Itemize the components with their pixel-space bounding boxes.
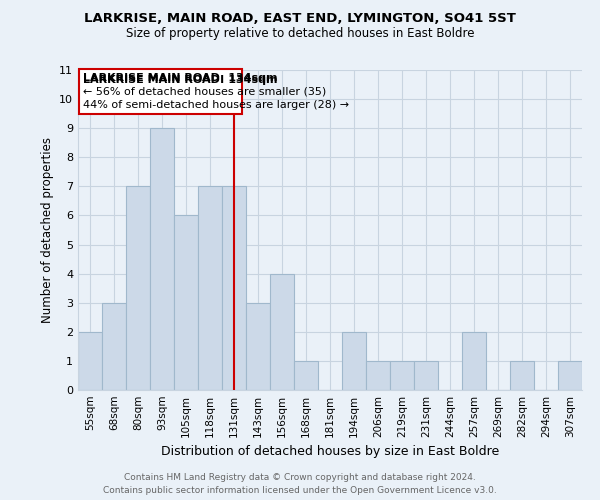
Bar <box>150 128 174 390</box>
Bar <box>558 361 582 390</box>
X-axis label: Distribution of detached houses by size in East Boldre: Distribution of detached houses by size … <box>161 446 499 458</box>
Bar <box>174 216 198 390</box>
Text: LARKRISE, MAIN ROAD, EAST END, LYMINGTON, SO41 5ST: LARKRISE, MAIN ROAD, EAST END, LYMINGTON… <box>84 12 516 26</box>
Text: Size of property relative to detached houses in East Boldre: Size of property relative to detached ho… <box>126 28 474 40</box>
Bar <box>126 186 150 390</box>
Bar <box>246 302 270 390</box>
Text: LARKRISE MAIN ROAD: 134sqm: LARKRISE MAIN ROAD: 134sqm <box>83 75 278 85</box>
Bar <box>222 186 246 390</box>
Text: Contains HM Land Registry data © Crown copyright and database right 2024.: Contains HM Land Registry data © Crown c… <box>124 474 476 482</box>
Bar <box>102 302 126 390</box>
FancyBboxPatch shape <box>79 68 242 114</box>
Bar <box>78 332 102 390</box>
Bar <box>414 361 438 390</box>
Bar <box>342 332 366 390</box>
Bar <box>270 274 294 390</box>
Bar <box>366 361 390 390</box>
Text: LARKRISE MAIN ROAD: 134sqm: LARKRISE MAIN ROAD: 134sqm <box>83 73 277 83</box>
Bar <box>294 361 318 390</box>
Bar <box>462 332 486 390</box>
Text: Contains public sector information licensed under the Open Government Licence v3: Contains public sector information licen… <box>103 486 497 495</box>
Y-axis label: Number of detached properties: Number of detached properties <box>41 137 53 323</box>
Bar <box>390 361 414 390</box>
Bar <box>510 361 534 390</box>
Bar <box>198 186 222 390</box>
Text: 44% of semi-detached houses are larger (28) →: 44% of semi-detached houses are larger (… <box>83 100 349 110</box>
Text: ← 56% of detached houses are smaller (35): ← 56% of detached houses are smaller (35… <box>83 86 326 97</box>
